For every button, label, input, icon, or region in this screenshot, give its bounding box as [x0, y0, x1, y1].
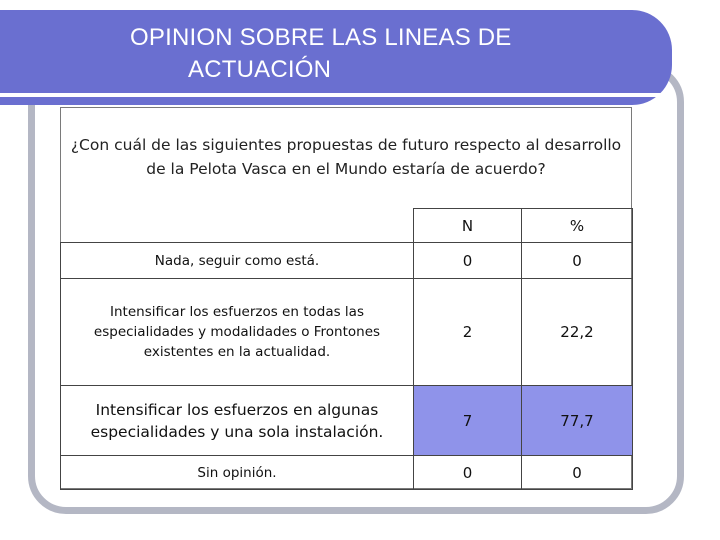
row-percent: 0 — [521, 242, 633, 279]
title-bar — [0, 10, 672, 105]
header-label-cell — [60, 208, 414, 243]
row-label: Intensificar los esfuerzos en todas las … — [60, 278, 414, 386]
slide-title-line-2: ACTUACIÓN — [188, 56, 332, 83]
row-n: 0 — [413, 242, 522, 279]
row-label: Intensificar los esfuerzos en algunas es… — [60, 385, 414, 456]
table-header-row: N % — [60, 208, 633, 243]
table-row: Sin opinión. 0 0 — [60, 455, 633, 490]
row-n: 0 — [413, 455, 522, 490]
row-n: 7 — [413, 385, 522, 456]
table-row: Nada, seguir como está. 0 0 — [60, 242, 633, 279]
row-percent: 77,7 — [521, 385, 633, 456]
table-row: Intensificar los esfuerzos en todas las … — [60, 278, 633, 386]
survey-question: ¿Con cuál de las siguientes propuestas d… — [70, 136, 622, 178]
row-n: 2 — [413, 278, 522, 386]
row-label: Sin opinión. — [60, 455, 414, 490]
header-percent: % — [521, 208, 633, 243]
row-label: Nada, seguir como está. — [60, 242, 414, 279]
row-percent: 0 — [521, 455, 633, 490]
header-n: N — [413, 208, 522, 243]
row-percent: 22,2 — [521, 278, 633, 386]
slide-title-line-1: OPINION SOBRE LAS LINEAS DE — [130, 24, 512, 51]
table-row-highlighted: Intensificar los esfuerzos en algunas es… — [60, 385, 633, 456]
title-underline — [0, 93, 672, 97]
results-table: N % Nada, seguir como está. 0 0 Intensif… — [60, 208, 633, 490]
